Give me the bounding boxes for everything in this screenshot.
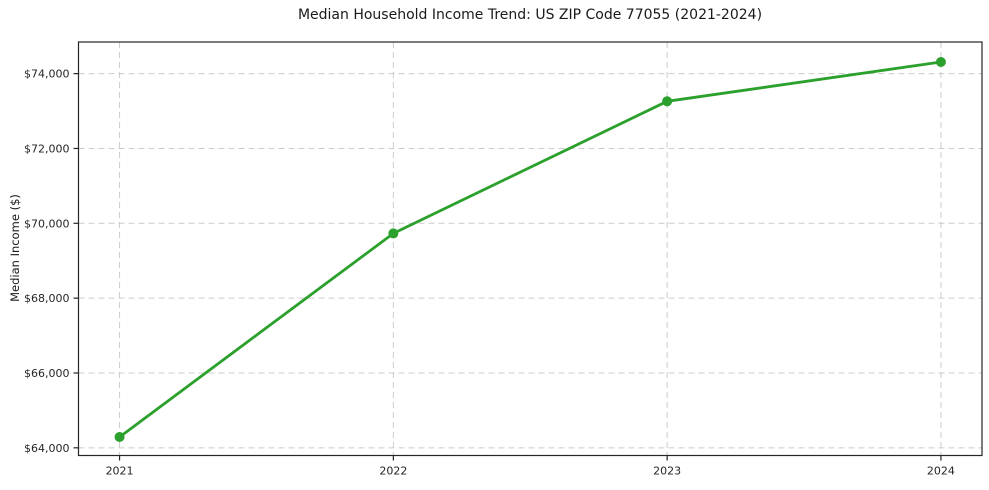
x-tick-label: 2021 [106,465,134,478]
data-point-2023 [662,96,673,107]
data-point-2022 [388,228,399,239]
trend-line [118,60,943,439]
data-point-2024 [935,57,946,68]
x-tick-label: 2022 [379,465,407,478]
x-tick-label: 2024 [927,465,955,478]
y-tick-label: $70,000 [24,217,70,230]
x-tick-label: 2023 [653,465,681,478]
plot-border [77,41,983,457]
data-point-2021 [114,431,125,442]
chart-title: Median Household Income Trend: US ZIP Co… [297,7,763,23]
y-tick-label: $64,000 [24,442,70,455]
y-tick-label: $68,000 [24,292,70,305]
y-tick-label: $72,000 [24,142,70,155]
y-tick-label: $66,000 [24,367,70,380]
y-tick-label: $74,000 [24,68,70,81]
